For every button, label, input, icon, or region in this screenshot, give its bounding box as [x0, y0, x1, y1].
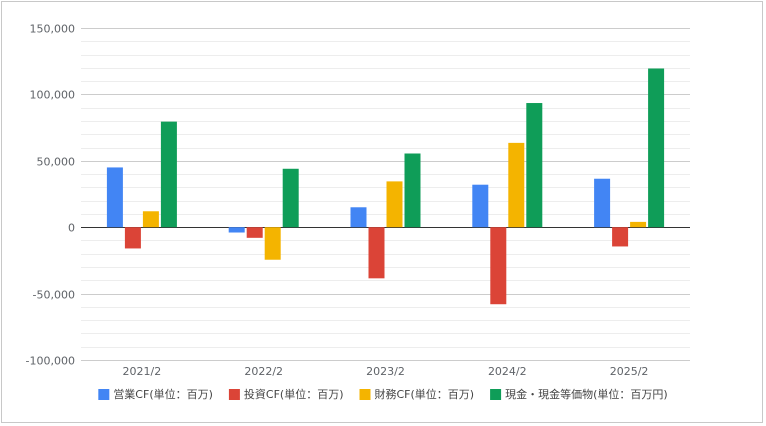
legend-label: 財務CF(単位：百万): [375, 387, 475, 401]
x-tick-label: 2022/2: [244, 365, 283, 378]
bar: [124, 227, 141, 249]
y-tick-label: 150,000: [30, 23, 76, 36]
bar: [246, 227, 263, 238]
bar: [282, 168, 299, 228]
y-tick-label: -100,000: [26, 355, 75, 368]
grid-lines: [81, 28, 690, 361]
legend-swatch: [228, 389, 240, 400]
legend-swatch: [98, 389, 110, 400]
bar: [160, 121, 177, 228]
x-tick-label: 2024/2: [488, 365, 527, 378]
bar: [142, 211, 159, 228]
bar: [508, 142, 525, 228]
bar: [264, 227, 281, 260]
bar: [594, 178, 611, 228]
bar: [490, 227, 507, 305]
y-axis-tick-labels: -100,000 -50,000 0 50,000 100,000 150,000: [26, 23, 75, 368]
legend-label: 営業CF(単位：百万): [113, 387, 213, 401]
legend-item: 営業CF(単位：百万): [98, 387, 213, 401]
legend-swatch: [490, 389, 502, 400]
legend-item: 投資CF(単位：百万): [228, 387, 344, 401]
bar: [648, 68, 665, 228]
legend-item: 財務CF(単位：百万): [359, 387, 475, 401]
bar: [612, 227, 629, 247]
x-tick-label: 2021/2: [123, 365, 162, 378]
legend-swatch: [359, 389, 371, 400]
x-axis-tick-labels: 2021/2 2022/2 2023/2 2024/2 2025/2: [123, 365, 649, 378]
bar: [350, 207, 367, 228]
bar: [630, 221, 647, 228]
legend-item: 現金・現金等価物(単位：百万円): [490, 387, 668, 401]
y-tick-label: -50,000: [33, 289, 75, 302]
bar: [228, 227, 245, 233]
bar: [106, 167, 123, 228]
bar: [386, 181, 403, 228]
bar: [368, 227, 385, 279]
bar: [472, 184, 489, 228]
y-tick-label: 50,000: [37, 156, 76, 169]
bar: [526, 103, 543, 228]
x-tick-label: 2025/2: [610, 365, 649, 378]
bars: [106, 68, 665, 305]
y-tick-label: 0: [68, 222, 75, 235]
legend-label: 現金・現金等価物(単位：百万円): [505, 387, 668, 401]
legend: 営業CF(単位：百万) 投資CF(単位：百万) 財務CF(単位：百万) 現金・現金等価…: [98, 387, 668, 401]
x-tick-label: 2023/2: [366, 365, 405, 378]
y-tick-label: 100,000: [30, 89, 76, 102]
bar: [404, 153, 421, 228]
legend-label: 投資CF(単位：百万): [244, 387, 344, 401]
